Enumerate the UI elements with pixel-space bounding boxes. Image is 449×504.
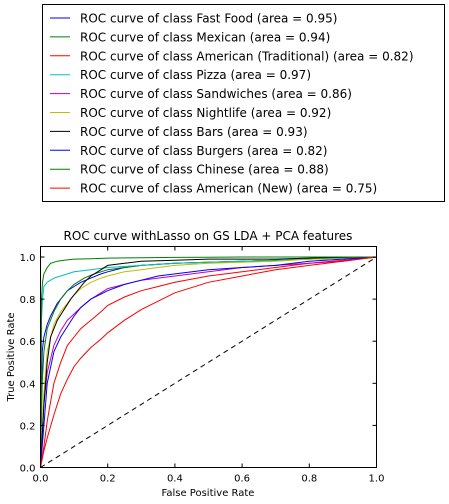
y-tick-label-5: 1.0 xyxy=(20,253,36,264)
series-line-3 xyxy=(40,256,377,468)
legend-label-2: ROC curve of class Mexican (area = 0.94) xyxy=(80,30,330,44)
chart-title: ROC curve withLasso on GS LDA + PCA feat… xyxy=(64,229,353,243)
y-tick-label-3: 0.6 xyxy=(20,337,36,348)
series-line-6 xyxy=(40,256,377,468)
legend-label-9: ROC curve of class Chinese (area = 0.88) xyxy=(80,163,329,177)
x-tick-label-4: 0.8 xyxy=(301,474,317,485)
series-line-4 xyxy=(40,256,377,468)
series-line-8 xyxy=(40,256,377,468)
legend-label-8: ROC curve of class Burgers (area = 0.82) xyxy=(80,144,327,158)
legend-label-10: ROC curve of class American (New) (area … xyxy=(80,182,377,196)
legend: ROC curve of class Fast Food (area = 0.9… xyxy=(42,4,445,202)
legend-label-5: ROC curve of class Sandwiches (area = 0.… xyxy=(80,87,352,101)
legend-frame xyxy=(42,4,445,202)
y-tick-label-1: 0.2 xyxy=(20,421,36,432)
x-tick-label-5: 1.0 xyxy=(369,474,385,485)
legend-label-7: ROC curve of class Bars (area = 0.93) xyxy=(80,125,308,139)
legend-label-6: ROC curve of class Nightlife (area = 0.9… xyxy=(80,106,331,120)
y-axis-label: True Positive Rate xyxy=(6,312,17,402)
y-tick-label-4: 0.8 xyxy=(20,295,36,306)
x-tick-label-1: 0.2 xyxy=(100,474,116,485)
series-line-7 xyxy=(40,256,377,468)
legend-label-3: ROC curve of class American (Traditional… xyxy=(80,49,414,63)
legend-label-4: ROC curve of class Pizza (area = 0.97) xyxy=(80,68,311,82)
y-tick-label-2: 0.4 xyxy=(20,379,36,390)
series-line-10 xyxy=(40,256,377,468)
x-tick-label-0: 0.0 xyxy=(33,474,49,485)
x-tick-label-2: 0.4 xyxy=(167,474,183,485)
x-axis-label: False Positive Rate xyxy=(162,488,255,499)
plot-background xyxy=(40,246,377,468)
x-tick-label-3: 0.6 xyxy=(234,474,250,485)
y-tick-label-0: 0.0 xyxy=(20,464,36,475)
baseline-diagonal xyxy=(40,256,377,468)
series-line-9 xyxy=(40,256,377,468)
legend-label-1: ROC curve of class Fast Food (area = 0.9… xyxy=(80,12,337,26)
plot-frame xyxy=(40,246,377,468)
